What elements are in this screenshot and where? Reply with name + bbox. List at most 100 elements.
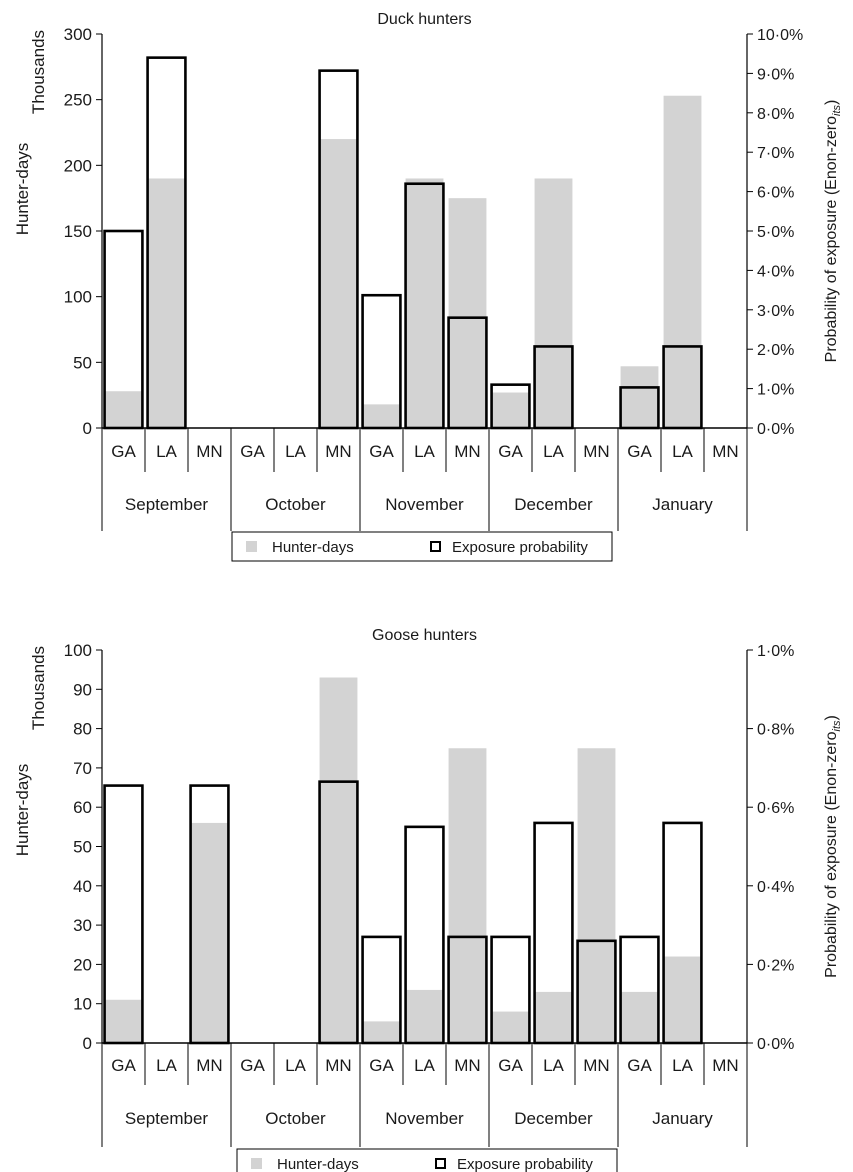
chart-title: Duck hunters (377, 11, 471, 28)
hunter-days-bar (491, 392, 530, 428)
month-label: November (385, 1109, 464, 1128)
y-tick-label-right: 5·0% (757, 224, 794, 241)
y-tick-label-right: 0·4% (757, 879, 794, 896)
y-axis-label-right-close: ) (823, 715, 840, 720)
x-tick-label: LA (414, 1056, 435, 1075)
x-tick-label: MN (325, 1056, 351, 1075)
y-tick-label-right: 1·0% (757, 382, 794, 399)
x-tick-label: GA (111, 442, 136, 461)
y-axis-label-right-subscript: its (831, 720, 843, 732)
chart-title: Goose hunters (372, 627, 477, 644)
hunter-days-bar (405, 989, 444, 1043)
x-tick-label: MN (454, 442, 480, 461)
y-tick-label-left: 300 (64, 25, 92, 44)
hunter-days-bar (319, 677, 358, 1043)
y-tick-label-left: 100 (64, 288, 92, 307)
y-tick-label-left: 70 (73, 759, 92, 778)
chart-panel-0: Duck hunters 0 50 100 150 200 250 300 0·0% 1·0% 2·… (13, 11, 843, 562)
legend-label-exposure: Exposure probability (457, 1156, 593, 1172)
month-label: December (514, 495, 593, 514)
y-axis-label-right-main: Probability of exposure (Enon-zero (823, 731, 840, 977)
y-tick-label-right: 0·2% (757, 957, 794, 974)
month-label: December (514, 1109, 593, 1128)
y-tick-label-right: 0·8% (757, 722, 794, 739)
hunter-days-bar (362, 404, 401, 428)
x-tick-label: LA (156, 1056, 177, 1075)
y-tick-label-right: 7·0% (757, 145, 794, 162)
y-tick-label-right: 6·0% (757, 185, 794, 202)
y-tick-label-right: 8·0% (757, 106, 794, 123)
hunter-days-bar (663, 95, 702, 428)
x-tick-label: LA (672, 442, 693, 461)
x-tick-label: GA (498, 1056, 523, 1075)
x-tick-label: LA (285, 1056, 306, 1075)
legend-swatch-exposure (430, 541, 441, 552)
y-tick-label-right: 9·0% (757, 66, 794, 83)
month-label: January (652, 495, 713, 514)
y-tick-label-left: 250 (64, 91, 92, 110)
x-tick-label: GA (369, 1056, 394, 1075)
chart-panel-1: Goose hunters 0 10 20 30 40 50 60 70 80 90 100 0·0% 0… (13, 627, 843, 1172)
legend: Hunter-days Exposure probability (231, 531, 613, 562)
x-tick-label: LA (156, 442, 177, 461)
y-tick-label-left: 10 (73, 995, 92, 1014)
hunter-days-bar (405, 178, 444, 428)
hunter-days-bar (448, 748, 487, 1043)
legend-swatch-hunter-days (246, 541, 257, 552)
hunter-days-bar (491, 1011, 530, 1043)
x-tick-label: MN (454, 1056, 480, 1075)
y-axis-label-right-main: Probability of exposure (Enon-zero (823, 116, 840, 362)
month-label: October (265, 1109, 326, 1128)
legend: Hunter-days Exposure probability (236, 1148, 618, 1172)
hunter-days-bar (104, 391, 143, 428)
x-tick-label: LA (543, 442, 564, 461)
legend-label-hunter-days: Hunter-days (272, 539, 354, 556)
x-tick-label: GA (240, 1056, 265, 1075)
y-tick-label-right: 2·0% (757, 342, 794, 359)
legend-label-exposure: Exposure probability (452, 539, 588, 556)
x-tick-label: MN (712, 442, 738, 461)
hunter-days-bar (534, 991, 573, 1043)
x-tick-label: LA (414, 442, 435, 461)
x-tick-label: MN (196, 1056, 222, 1075)
hunter-days-bar (534, 178, 573, 428)
x-tick-label: GA (240, 442, 265, 461)
y-tick-label-left: 50 (73, 353, 92, 372)
x-tick-label: MN (712, 1056, 738, 1075)
y-tick-label-left: 90 (73, 680, 92, 699)
x-tick-label: MN (583, 442, 609, 461)
y-axis-label: Hunter-days (13, 764, 32, 857)
hunter-days-bar (448, 198, 487, 428)
month-label: September (125, 1109, 208, 1128)
y-tick-label-left: 20 (73, 955, 92, 974)
hunter-days-bar (319, 139, 358, 429)
hunter-days-bar (147, 178, 186, 428)
hunter-days-bar (104, 999, 143, 1043)
y-tick-label-right: 3·0% (757, 303, 794, 320)
y-tick-label-left: 100 (64, 641, 92, 660)
hunter-days-bar (620, 991, 659, 1043)
y-axis-label-right: Probability of exposure (Enon-zeroits) (823, 100, 843, 363)
month-label: September (125, 495, 208, 514)
x-tick-label: GA (111, 1056, 136, 1075)
x-tick-label: LA (672, 1056, 693, 1075)
legend-swatch-exposure (435, 1158, 446, 1169)
y-tick-label-right: 1·0% (757, 643, 794, 660)
y-tick-label-left: 0 (83, 419, 92, 438)
month-label: January (652, 1109, 713, 1128)
legend-label-hunter-days: Hunter-days (277, 1156, 359, 1172)
y-axis-label-right-subscript: its (831, 104, 843, 116)
legend-box (236, 1148, 618, 1172)
y-tick-label-left: 150 (64, 222, 92, 241)
legend-swatch-hunter-days (251, 1158, 262, 1169)
y-tick-label-left: 60 (73, 798, 92, 817)
y-tick-label-right: 0·0% (757, 421, 794, 438)
x-tick-label: GA (369, 442, 394, 461)
x-tick-label: GA (627, 1056, 652, 1075)
y-tick-label-right: 10·0% (757, 27, 803, 44)
legend-box (231, 531, 613, 562)
hunter-days-bar (663, 956, 702, 1043)
x-tick-label: GA (498, 442, 523, 461)
x-tick-label: GA (627, 442, 652, 461)
